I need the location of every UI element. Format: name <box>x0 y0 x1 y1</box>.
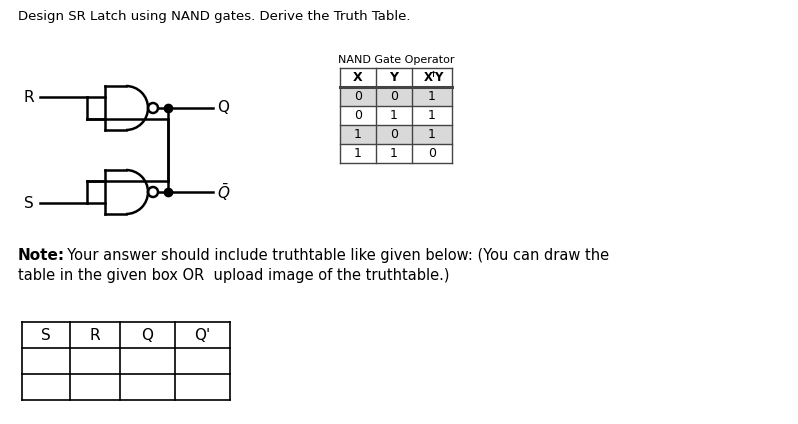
Text: Y: Y <box>389 71 398 84</box>
Text: $\bar{Q}$: $\bar{Q}$ <box>217 181 231 203</box>
Text: 0: 0 <box>354 90 362 103</box>
Text: Note:: Note: <box>18 248 65 263</box>
Text: Q: Q <box>217 100 229 115</box>
Text: R: R <box>89 327 101 343</box>
Bar <box>340 106 452 125</box>
Text: Design SR Latch using NAND gates. Derive the Truth Table.: Design SR Latch using NAND gates. Derive… <box>18 10 410 23</box>
Text: 1: 1 <box>390 147 398 160</box>
Text: S: S <box>41 327 51 343</box>
Text: 0: 0 <box>390 128 398 141</box>
Bar <box>340 68 452 87</box>
Text: 1: 1 <box>354 147 362 160</box>
Text: 0: 0 <box>428 147 436 160</box>
Text: 1: 1 <box>354 128 362 141</box>
Text: Q': Q' <box>195 327 211 343</box>
Text: Q: Q <box>141 327 153 343</box>
Bar <box>340 144 452 163</box>
Text: S: S <box>24 195 34 210</box>
Text: Y: Y <box>434 71 442 84</box>
Bar <box>340 125 452 144</box>
Text: Your answer should include truthtable like given below: (You can draw the: Your answer should include truthtable li… <box>58 248 609 263</box>
Text: 1: 1 <box>428 128 436 141</box>
Text: table in the given box OR  upload image of the truthtable.): table in the given box OR upload image o… <box>18 268 449 283</box>
Text: 1: 1 <box>428 90 436 103</box>
Text: R: R <box>23 89 34 104</box>
Text: X: X <box>354 71 363 84</box>
Bar <box>340 87 452 106</box>
Text: 0: 0 <box>390 90 398 103</box>
Text: 1: 1 <box>428 109 436 122</box>
Text: ↑: ↑ <box>429 70 437 79</box>
Text: 0: 0 <box>354 109 362 122</box>
Text: NAND Gate Operator: NAND Gate Operator <box>338 55 454 65</box>
Text: X: X <box>424 71 433 84</box>
Text: 1: 1 <box>390 109 398 122</box>
